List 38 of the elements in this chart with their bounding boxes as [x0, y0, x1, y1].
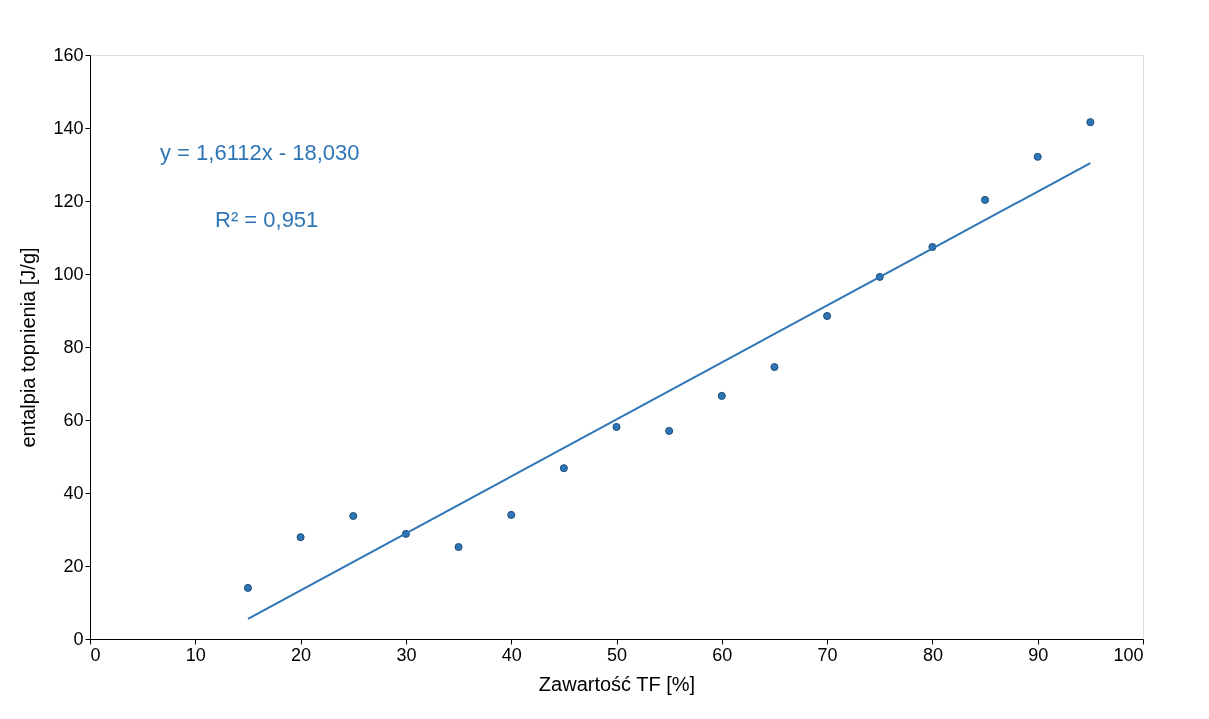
y-tick-label: 0: [73, 628, 84, 649]
y-tick-label: 20: [63, 555, 84, 576]
x-tick-label: 90: [1028, 644, 1049, 665]
point: [1086, 118, 1095, 127]
point: [981, 195, 990, 204]
x-tick-label: 100: [1113, 644, 1144, 665]
x-tick-label: 40: [501, 644, 522, 665]
y-tick-label: 120: [53, 190, 84, 211]
x-tick-label: 60: [712, 644, 733, 665]
point: [823, 311, 832, 320]
point: [559, 464, 568, 473]
x-tick-label: 0: [90, 644, 101, 665]
y-tick-label: 40: [63, 482, 84, 503]
x-tick-label: 50: [606, 644, 628, 665]
point: [243, 583, 252, 592]
point: [612, 422, 621, 431]
x-tick-label: 20: [291, 644, 312, 665]
y-tick-label: 60: [63, 409, 84, 430]
y-axis-title: entalpia topnienia [J/g]: [17, 247, 40, 448]
point: [770, 363, 779, 372]
annotation: R² = 0,951: [215, 207, 319, 232]
y-tick-label: 80: [63, 336, 84, 357]
point: [665, 426, 674, 435]
x-axis-title: Zawartość TF [%]: [538, 672, 696, 695]
annotation: y = 1,6112x - 18,030: [160, 140, 360, 165]
x-tick-label: 70: [817, 644, 838, 665]
y-tick-label: 160: [53, 44, 84, 65]
point: [717, 391, 726, 400]
y-tick-label: 100: [53, 263, 84, 284]
y-tick-label: 140: [53, 117, 84, 138]
point: [507, 510, 516, 519]
x-tick-label: 10: [185, 644, 206, 665]
point: [454, 542, 463, 552]
x-tick-label: 30: [396, 644, 417, 665]
point: [296, 533, 305, 542]
point: [1033, 152, 1042, 161]
point: [349, 511, 358, 521]
x-tick-label: 80: [922, 644, 943, 665]
